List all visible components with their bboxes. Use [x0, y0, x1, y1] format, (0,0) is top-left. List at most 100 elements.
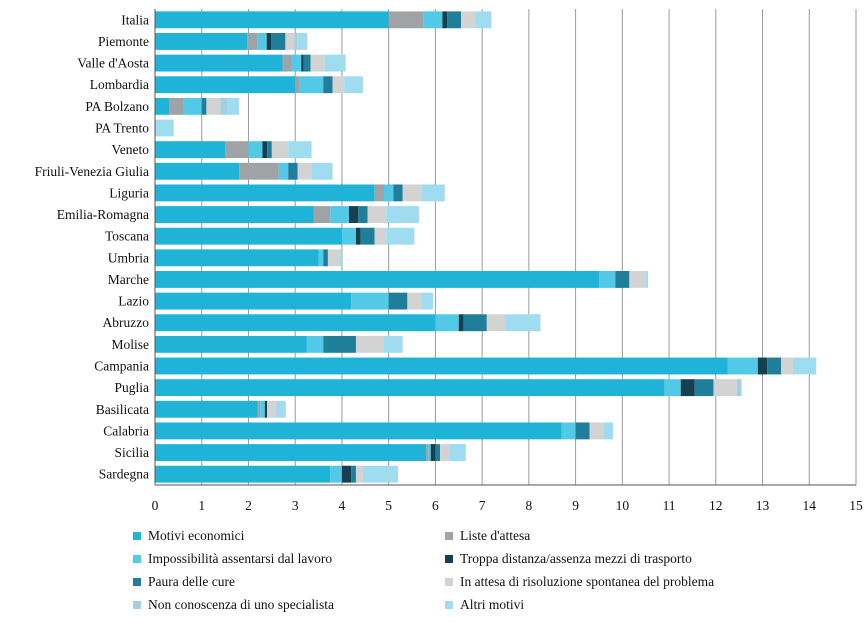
x-tick-label: 2 [245, 498, 252, 513]
bar-segment-6 [367, 206, 387, 223]
bar-segment-6 [267, 400, 277, 418]
bar-segment-4 [264, 400, 268, 418]
bar-segment-8 [505, 314, 541, 332]
bar-segment-6 [713, 379, 737, 397]
bar-segment-5 [288, 162, 298, 180]
bar-segment-8 [421, 292, 434, 310]
legend-swatch [133, 554, 141, 563]
bar-segment-6 [589, 422, 604, 440]
bar-segment-1 [155, 227, 342, 245]
category-label: Umbria [108, 250, 149, 265]
bar-segment-7 [736, 379, 742, 397]
category-label: Friuli-Venezia Giulia [35, 164, 149, 179]
bar-segment-6 [781, 357, 793, 375]
bar-segment-4 [262, 141, 268, 159]
bar-segment-3 [383, 184, 394, 202]
bar-segment-8 [344, 76, 363, 94]
bar-segment-1 [155, 444, 427, 461]
category-label: Liguria [109, 185, 149, 200]
legend-item: Paura delle cure [133, 573, 445, 590]
legend-swatch [133, 577, 141, 586]
bar-segment-6 [332, 76, 345, 94]
legend-swatch [445, 554, 453, 563]
bar-segment-1 [155, 206, 314, 223]
bar-segment-6 [355, 335, 384, 353]
bar-segment-3 [299, 76, 324, 94]
bar-segment-8 [645, 271, 649, 288]
legend-label: Paura delle cure [148, 573, 235, 589]
bar-segment-3 [341, 227, 356, 245]
bar-segment-4 [680, 379, 695, 397]
category-label: Lazio [118, 294, 149, 309]
legend: Motivi economici Liste d'attesa Impossibil… [133, 527, 853, 613]
bar-segment-8 [362, 465, 399, 483]
bar-segment-3 [435, 314, 459, 332]
legend-label: Impossibilità assentarsi dal lavoro [148, 550, 333, 566]
bar-segment-5 [267, 141, 272, 159]
x-tick-label: 3 [292, 498, 299, 513]
bar-segment-2 [313, 206, 331, 223]
bar-segment-4 [301, 54, 304, 72]
bar-segment-6 [629, 271, 646, 288]
bar-segment-4 [442, 11, 448, 29]
bar-segment-6 [486, 314, 506, 332]
x-tick-label: 12 [709, 498, 723, 513]
bar-segment-8 [297, 33, 308, 50]
legend-swatch [445, 600, 453, 609]
category-label: Abruzzo [103, 315, 150, 330]
bar-segment-4 [341, 465, 352, 483]
bar-segment-3 [423, 11, 443, 29]
bar-segment-1 [155, 400, 258, 418]
legend-item: Impossibilità assentarsi dal lavoro [133, 550, 445, 567]
legend-swatch [133, 600, 141, 609]
bar-segment-4 [430, 444, 436, 461]
legend-label: Non conoscenza di uno specialista [148, 596, 334, 612]
bar-segment-1 [155, 249, 319, 267]
x-tick-label: 9 [572, 498, 579, 513]
bar-segment-6 [297, 162, 312, 180]
bar-segment-2 [247, 33, 258, 50]
x-tick-label: 14 [803, 498, 817, 513]
bar-segment-1 [155, 465, 331, 483]
category-label: Lombardia [90, 77, 149, 92]
bar-segment-3 [561, 422, 576, 440]
bar-segment-1 [155, 314, 436, 332]
bar-segment-3 [260, 400, 265, 418]
legend-item: Liste d'attesa [445, 527, 845, 544]
bar-segment-6 [374, 227, 387, 245]
legend-label: Troppa distanza/assenza mezzi di traspor… [460, 550, 692, 566]
bar-segment-3 [598, 271, 616, 288]
bar-segment-1 [155, 97, 170, 115]
bar-segment-7 [294, 33, 298, 50]
x-tick-label: 4 [339, 498, 346, 513]
x-tick-label: 13 [756, 498, 770, 513]
category-label: PA Trento [95, 121, 149, 136]
bar-segment-8 [324, 54, 346, 72]
bar-segment-5 [615, 271, 630, 288]
bar-segment-4 [348, 206, 359, 223]
category-label: Emilia-Romagna [57, 207, 149, 222]
bar-segment-5 [393, 184, 403, 202]
bar-segment-8 [386, 227, 415, 245]
x-tick-label: 0 [152, 498, 159, 513]
bar-segment-2 [282, 54, 292, 72]
bar-segment-3 [330, 206, 349, 223]
bar-segment-3 [306, 335, 324, 353]
bar-segment-8 [311, 162, 333, 180]
bar-segment-5 [388, 292, 408, 310]
bar-segment-2 [239, 162, 279, 180]
bar-segment-1 [155, 76, 296, 94]
bar-segment-6 [402, 184, 422, 202]
bar-segment-3 [278, 162, 289, 180]
bar-segment-5 [323, 249, 328, 267]
x-tick-label: 11 [663, 498, 676, 513]
bar-segment-4 [458, 314, 464, 332]
legend-item: Motivi economici [133, 527, 445, 544]
bar-segment-5 [463, 314, 487, 332]
bar-segment-1 [155, 292, 352, 310]
bar-segment-8 [792, 357, 817, 375]
bar-segment-2 [257, 400, 261, 418]
bar-segment-2 [388, 11, 424, 29]
category-label: Marche [108, 272, 149, 287]
bar-segment-5 [323, 335, 356, 353]
